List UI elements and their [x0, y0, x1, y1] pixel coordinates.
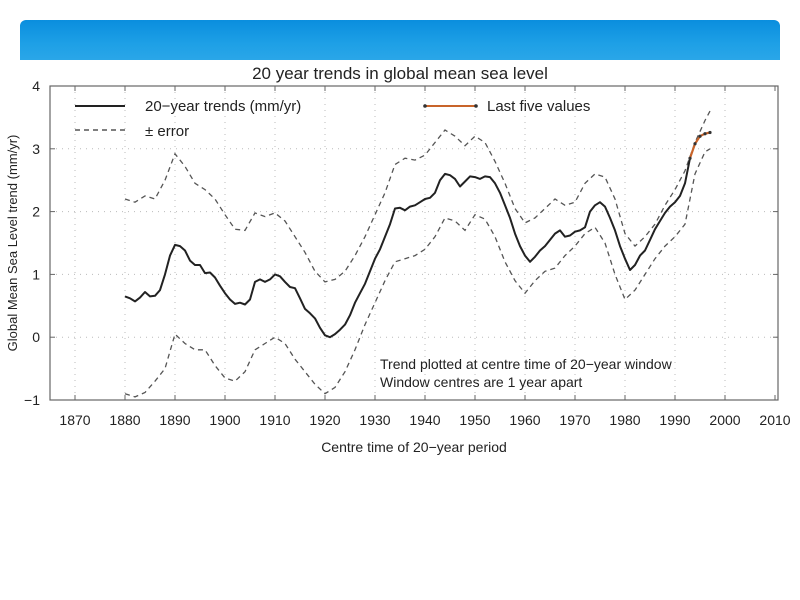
last-five-point	[708, 130, 712, 135]
annotation-line-1: Trend plotted at centre time of 20−year …	[380, 356, 673, 372]
x-tick-label: 1940	[409, 412, 440, 428]
last-five-point	[688, 156, 692, 160]
x-tick-label: 1910	[259, 412, 290, 428]
plot-frame	[49, 85, 779, 401]
y-tick-label: 1	[32, 266, 40, 282]
chart-title: 20 year trends in global mean sea level	[252, 64, 548, 83]
x-axis-label: Centre time of 20−year period	[321, 439, 507, 455]
x-tick-label: 1900	[209, 412, 240, 428]
x-tick-label: 1930	[359, 412, 390, 428]
legend-label-trend: 20−year trends (mm/yr)	[145, 98, 301, 115]
x-tick-label: 1970	[559, 412, 590, 428]
ticks: 1870 1880 1890 1900 1910 1920 1930 1940 1950 1960…	[24, 78, 791, 428]
header-banner	[20, 20, 780, 60]
x-tick-label: 1870	[59, 412, 90, 428]
grid	[50, 86, 778, 400]
last-five-point	[698, 134, 702, 138]
y-tick-label: 0	[32, 329, 40, 345]
series-upper-error	[124, 110, 711, 283]
legend: 20−year trends (mm/yr) ± error Last five…	[75, 98, 590, 140]
y-axis-label: Global Mean Sea Level trend (mm/yr)	[5, 135, 20, 352]
series-lower-error	[124, 148, 711, 398]
x-tick-label: 2010	[759, 412, 790, 428]
series-layer	[124, 110, 712, 398]
x-tick-label: 1950	[459, 412, 490, 428]
y-tick-label: 2	[32, 204, 40, 220]
last-five-point	[693, 142, 697, 146]
y-tick-label: 4	[32, 78, 40, 94]
x-tick-label: 1990	[659, 412, 690, 428]
x-tick-label: 1920	[309, 412, 340, 428]
last-five-point	[703, 132, 707, 136]
x-tick-label: 1960	[509, 412, 540, 428]
y-tick-label: −1	[24, 392, 40, 408]
x-tick-label: 1890	[159, 412, 190, 428]
x-tick-label: 1880	[109, 412, 140, 428]
x-tick-label: 1980	[609, 412, 640, 428]
series-trend	[124, 158, 691, 339]
legend-label-error: ± error	[145, 123, 189, 140]
annotation-line-2: Window centres are 1 year apart	[380, 374, 582, 390]
y-tick-label: 3	[32, 141, 40, 157]
legend-label-last-five: Last five values	[487, 98, 590, 115]
legend-swatch-dot	[423, 104, 427, 108]
x-tick-label: 2000	[709, 412, 740, 428]
legend-swatch-dot	[474, 104, 478, 108]
